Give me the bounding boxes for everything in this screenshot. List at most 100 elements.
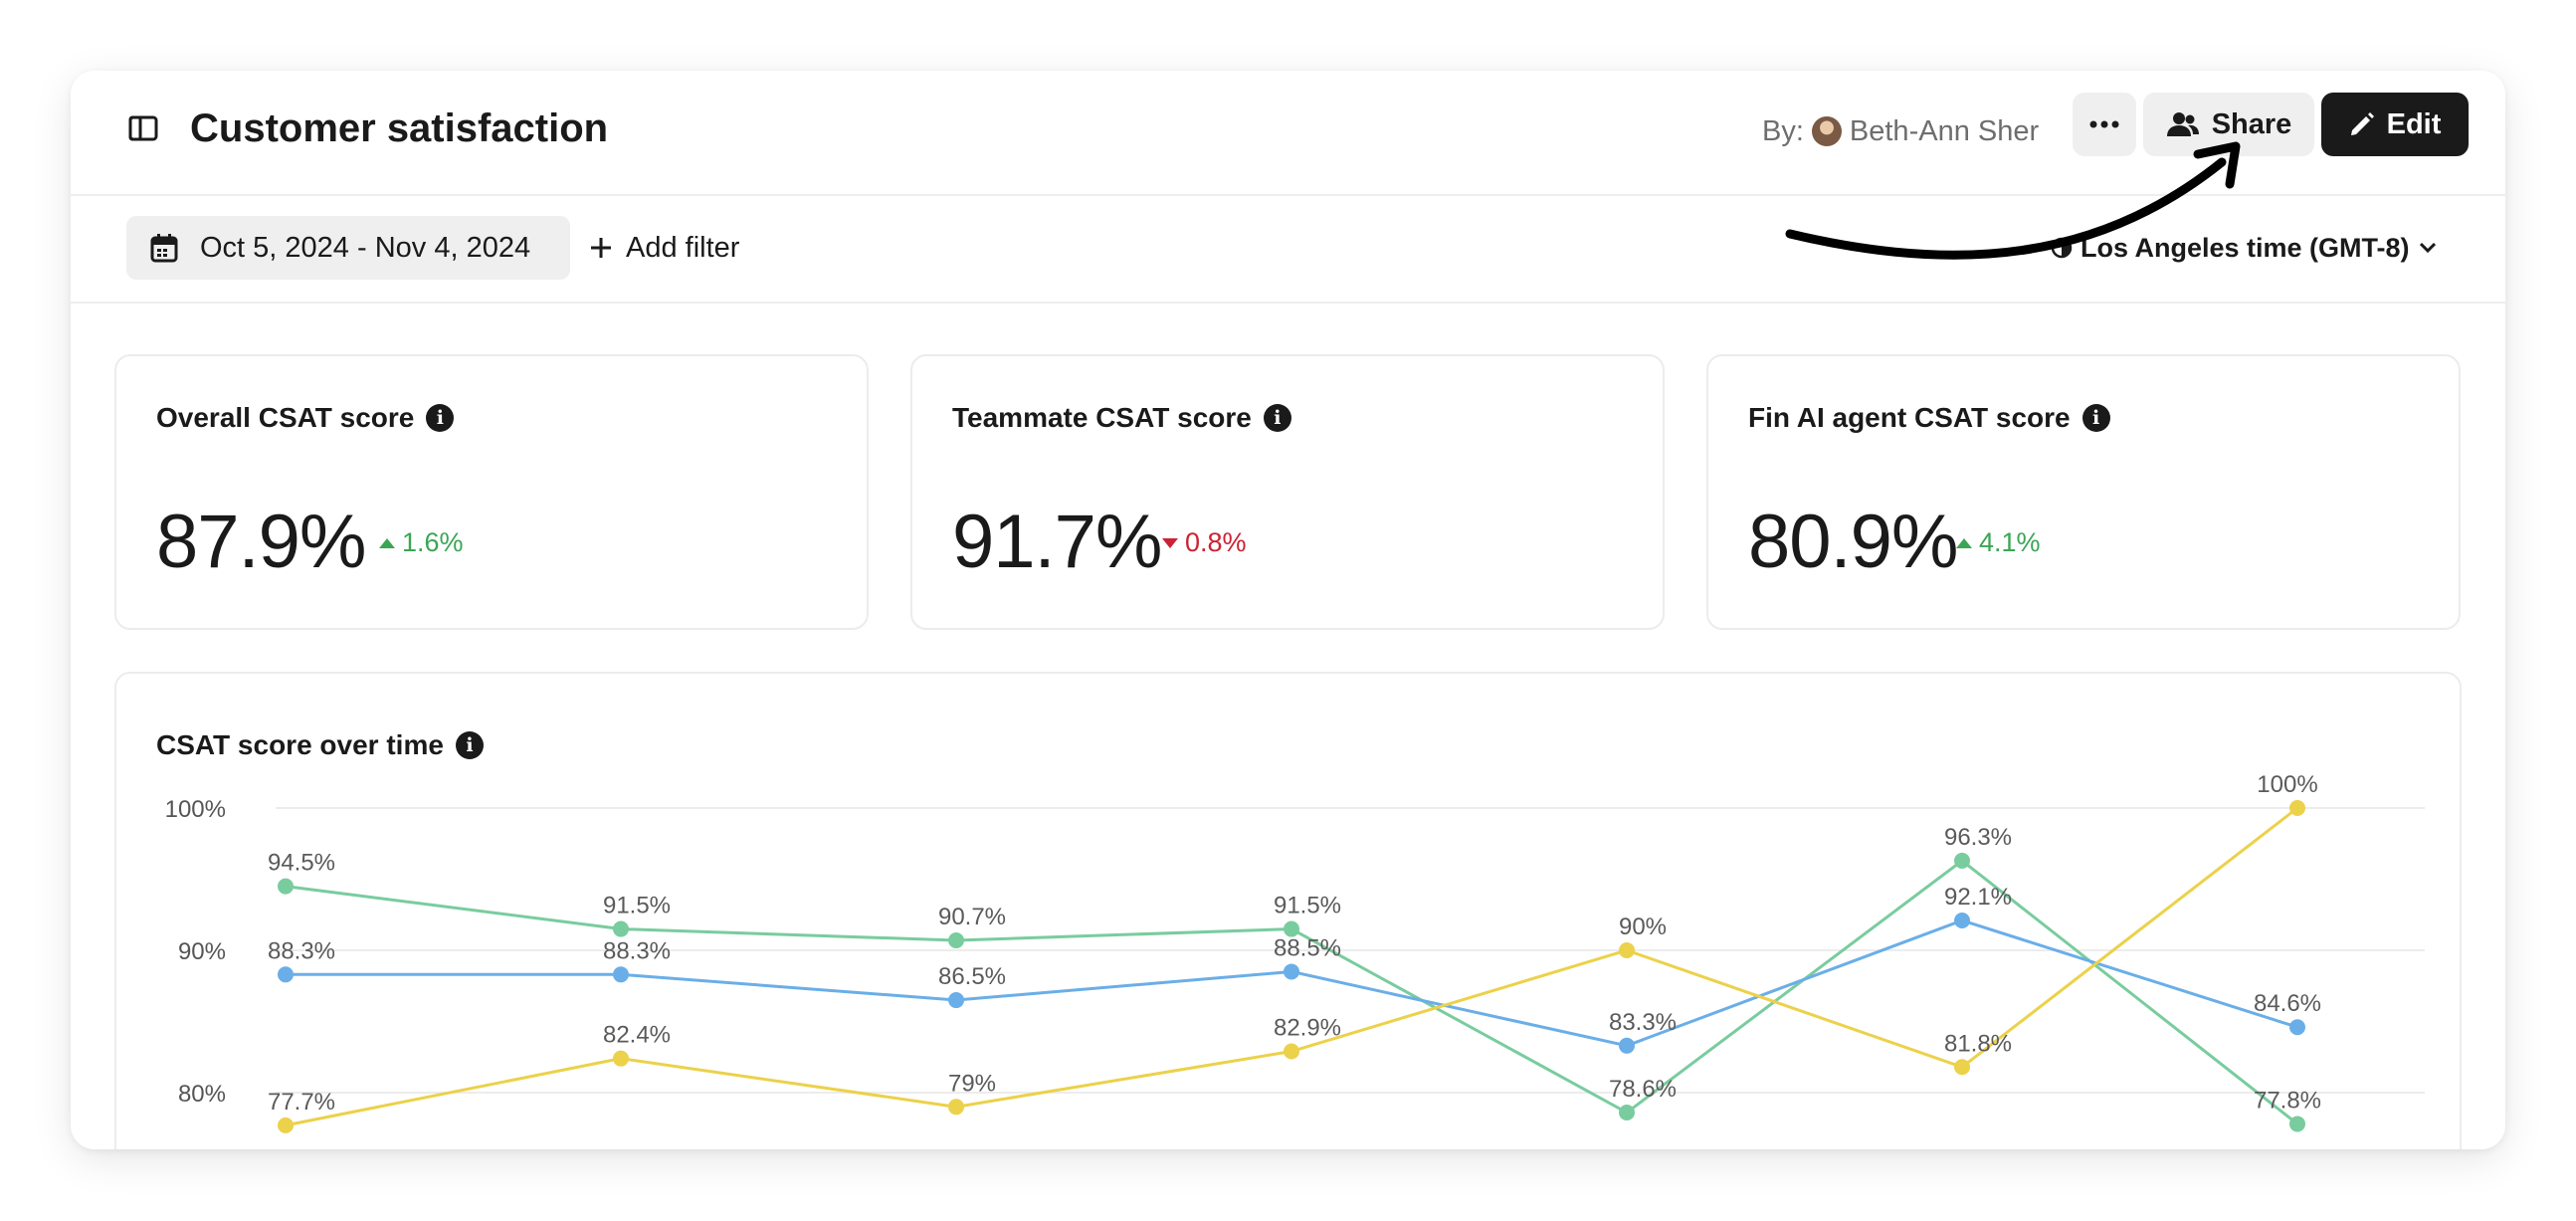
data-point xyxy=(1284,920,1299,937)
date-range-filter[interactable]: Oct 5, 2024 - Nov 4, 2024 xyxy=(126,216,570,280)
data-point xyxy=(613,920,629,937)
metric-title: Overall CSAT score i xyxy=(156,402,455,434)
timezone-label: Los Angeles time (GMT-8) xyxy=(2081,232,2410,263)
csat-over-time-card: 100% 90% 80% 94.5% 91.5% 90.7% 91.5% 78.6% 96.3%… xyxy=(114,672,2462,1149)
data-point xyxy=(948,1099,964,1116)
data-point xyxy=(1284,963,1299,980)
metric-value: 91.7% xyxy=(952,500,1162,584)
metric-title: Fin AI agent CSAT score i xyxy=(1748,402,2110,434)
metric-delta-text: 0.8% xyxy=(1185,527,1247,557)
metric-title-text: Fin AI agent CSAT score xyxy=(1748,402,2071,433)
info-icon[interactable]: i xyxy=(1263,404,1291,432)
data-point xyxy=(2289,1116,2305,1132)
data-point xyxy=(1954,1059,1970,1076)
chevron-down-icon xyxy=(2419,242,2436,254)
timezone-selector[interactable]: Los Angeles time (GMT-8) xyxy=(2051,216,2438,280)
data-label: 88.3% xyxy=(268,937,335,964)
data-label: 82.9% xyxy=(1274,1015,1341,1042)
author-byline: By: Beth-Ann Sher xyxy=(1762,106,2039,156)
metric-title-text: Overall CSAT score xyxy=(156,402,415,433)
more-dots-icon xyxy=(2089,120,2119,128)
people-icon xyxy=(2166,112,2199,136)
data-label: 79% xyxy=(948,1070,996,1097)
data-label: 96.3% xyxy=(1944,824,2012,851)
report-window: Customer satisfaction By: Beth-Ann Sher … xyxy=(71,71,2505,1149)
filter-bar: Oct 5, 2024 - Nov 4, 2024 Add filter Los… xyxy=(71,196,2505,304)
data-label: 78.6% xyxy=(1609,1076,1677,1103)
data-label: 84.6% xyxy=(2254,990,2321,1017)
y-tick-label: 90% xyxy=(178,938,226,965)
avatar xyxy=(1811,116,1842,146)
data-point xyxy=(1619,1105,1635,1121)
share-label: Share xyxy=(2211,107,2292,140)
share-button[interactable]: Share xyxy=(2143,93,2314,156)
metric-card-teammate: Teammate CSAT score i 91.7% 0.8% xyxy=(910,354,1665,630)
data-point xyxy=(1619,942,1635,958)
data-point xyxy=(278,966,294,983)
data-point xyxy=(948,992,964,1009)
data-point xyxy=(2289,1019,2305,1036)
data-label: 88.3% xyxy=(603,937,671,964)
data-label: 92.1% xyxy=(1944,884,2012,911)
data-label: 77.8% xyxy=(2254,1087,2321,1114)
timezone-icon xyxy=(2051,237,2073,259)
metric-card-overall: Overall CSAT score i 87.9% 1.6% xyxy=(114,354,869,630)
metric-delta: 4.1% xyxy=(1955,527,2041,558)
info-icon[interactable]: i xyxy=(2081,404,2110,432)
metric-title-text: Teammate CSAT score xyxy=(952,402,1252,433)
report-header: Customer satisfaction By: Beth-Ann Sher … xyxy=(71,71,2505,196)
add-filter-label: Add filter xyxy=(626,231,740,264)
plus-icon xyxy=(591,238,611,258)
data-label: 91.5% xyxy=(603,893,671,919)
data-label: 82.4% xyxy=(603,1022,671,1049)
metric-value: 80.9% xyxy=(1748,500,1958,584)
info-icon[interactable]: i xyxy=(455,731,484,759)
metric-delta-text: 4.1% xyxy=(1979,527,2041,557)
data-point xyxy=(1284,1043,1299,1060)
page-title: Customer satisfaction xyxy=(190,106,609,150)
triangle-down-icon xyxy=(1162,537,1178,548)
data-label: 83.3% xyxy=(1609,1009,1677,1036)
calendar-icon xyxy=(150,234,178,263)
info-icon[interactable]: i xyxy=(426,404,455,432)
data-point xyxy=(613,966,629,983)
sidebar-toggle-icon[interactable] xyxy=(121,106,165,150)
data-point xyxy=(1619,1037,1635,1054)
data-label: 81.8% xyxy=(1944,1030,2012,1057)
triangle-up-icon xyxy=(1956,537,1972,548)
date-range-label: Oct 5, 2024 - Nov 4, 2024 xyxy=(200,231,531,264)
by-label: By: xyxy=(1762,114,1804,147)
more-options-button[interactable] xyxy=(2073,93,2136,156)
edit-label: Edit xyxy=(2386,107,2442,140)
metric-title: Teammate CSAT score i xyxy=(952,402,1291,434)
y-tick-label: 80% xyxy=(178,1081,226,1108)
data-label: 88.5% xyxy=(1274,934,1341,961)
data-point xyxy=(948,931,964,948)
data-point xyxy=(613,1050,629,1067)
metric-delta: 1.6% xyxy=(378,527,464,558)
chart-title-text: CSAT score over time xyxy=(156,729,444,760)
metric-value: 87.9% xyxy=(156,500,366,584)
add-filter-button[interactable]: Add filter xyxy=(590,216,739,280)
chart-title: CSAT score over time i xyxy=(156,729,484,761)
triangle-up-icon xyxy=(379,537,395,548)
author-name[interactable]: Beth-Ann Sher xyxy=(1849,114,2040,147)
metric-delta: 0.8% xyxy=(1161,527,1247,558)
data-point xyxy=(1954,912,1970,928)
csat-line-chart: 100% 90% 80% 94.5% 91.5% 90.7% 91.5% 78.6% 96.3%… xyxy=(165,771,2425,1133)
edit-button[interactable]: Edit xyxy=(2321,93,2469,156)
pencil-icon xyxy=(2350,112,2374,135)
data-point xyxy=(1954,852,1970,869)
y-tick-label: 100% xyxy=(165,796,226,823)
data-label: 100% xyxy=(2257,771,2317,798)
data-point xyxy=(278,1117,294,1133)
metric-card-fin-ai: Fin AI agent CSAT score i 80.9% 4.1% xyxy=(1706,354,2461,630)
data-label: 86.5% xyxy=(938,963,1006,990)
data-point xyxy=(2289,800,2305,816)
data-label: 77.7% xyxy=(268,1089,335,1116)
data-label: 90.7% xyxy=(938,904,1006,930)
data-label: 91.5% xyxy=(1274,893,1341,919)
data-point xyxy=(278,878,294,895)
data-label: 94.5% xyxy=(268,850,335,877)
data-label: 90% xyxy=(1619,914,1667,940)
